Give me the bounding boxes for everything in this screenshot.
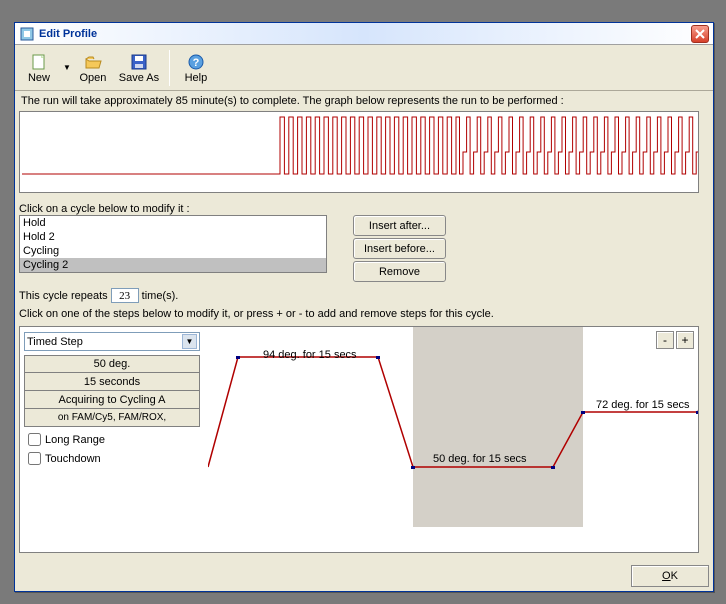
remove-button[interactable]: Remove [353, 261, 446, 282]
cycle-item[interactable]: Hold 2 [20, 230, 326, 244]
step-instructions: Click on one of the steps below to modif… [19, 308, 709, 320]
step-area: Timed Step ▼ 50 deg. 15 seconds Acquirin… [19, 326, 699, 553]
help-icon: ? [186, 52, 206, 72]
touchdown-label: Touchdown [45, 453, 101, 465]
cycle-item[interactable]: Hold [20, 216, 326, 230]
help-label: Help [185, 72, 208, 84]
step1-label: 94 deg. for 15 secs [263, 349, 357, 361]
window-title: Edit Profile [39, 28, 691, 40]
cycle-item[interactable]: Cycling [20, 244, 326, 258]
content-area: The run will take approximately 85 minut… [15, 91, 713, 557]
run-info-text: The run will take approximately 85 minut… [19, 93, 709, 111]
insert-before-button[interactable]: Insert before... [353, 238, 446, 259]
step-type-value: Timed Step [27, 336, 83, 348]
new-button[interactable]: New [19, 48, 59, 88]
open-button[interactable]: Open [73, 48, 113, 88]
open-label: Open [79, 72, 106, 84]
temp-field[interactable]: 50 deg. [24, 355, 200, 373]
help-button[interactable]: ? Help [176, 48, 216, 88]
step-chart[interactable]: 94 deg. for 15 secs 50 deg. for 15 secs … [208, 327, 698, 527]
chevron-down-icon: ▼ [182, 334, 197, 349]
title-bar: Edit Profile [15, 23, 713, 45]
cycle-prompt: Click on a cycle below to modify it : [19, 203, 709, 215]
step3-label: 72 deg. for 15 secs [596, 399, 690, 411]
toolbar-separator [169, 50, 170, 86]
new-dropdown-arrow[interactable]: ▼ [63, 63, 71, 72]
saveas-button[interactable]: Save As [115, 48, 163, 88]
long-range-label: Long Range [45, 434, 105, 446]
new-label: New [28, 72, 50, 84]
svg-text:?: ? [193, 57, 200, 69]
app-icon [19, 26, 35, 42]
long-range-checkbox[interactable] [28, 433, 41, 446]
toolbar: New ▼ Open Save As ? Help [15, 45, 713, 91]
duration-field[interactable]: 15 seconds [24, 373, 200, 391]
cycle-item[interactable]: Cycling 2 [20, 258, 326, 272]
open-icon [83, 52, 103, 72]
repeats-prefix: This cycle repeats [19, 290, 108, 302]
repeats-input[interactable] [111, 288, 139, 303]
overview-graph [19, 111, 699, 193]
touchdown-checkbox[interactable] [28, 452, 41, 465]
close-button[interactable] [691, 25, 709, 43]
channels-field[interactable]: on FAM/Cy5, FAM/ROX, [24, 409, 200, 427]
save-icon [129, 52, 149, 72]
step-editor-panel: Timed Step ▼ 50 deg. 15 seconds Acquirin… [24, 332, 200, 465]
step2-label: 50 deg. for 15 secs [433, 453, 527, 465]
repeats-suffix: time(s). [142, 290, 179, 302]
new-icon [29, 52, 49, 72]
insert-after-button[interactable]: Insert after... [353, 215, 446, 236]
edit-profile-window: Edit Profile New ▼ Open Save As [14, 22, 714, 592]
ok-button[interactable]: OK [631, 565, 709, 587]
acquiring-field[interactable]: Acquiring to Cycling A [24, 391, 200, 409]
saveas-label: Save As [119, 72, 159, 84]
cycle-list[interactable]: HoldHold 2CyclingCycling 2 [19, 215, 327, 273]
step-type-combo[interactable]: Timed Step ▼ [24, 332, 200, 351]
